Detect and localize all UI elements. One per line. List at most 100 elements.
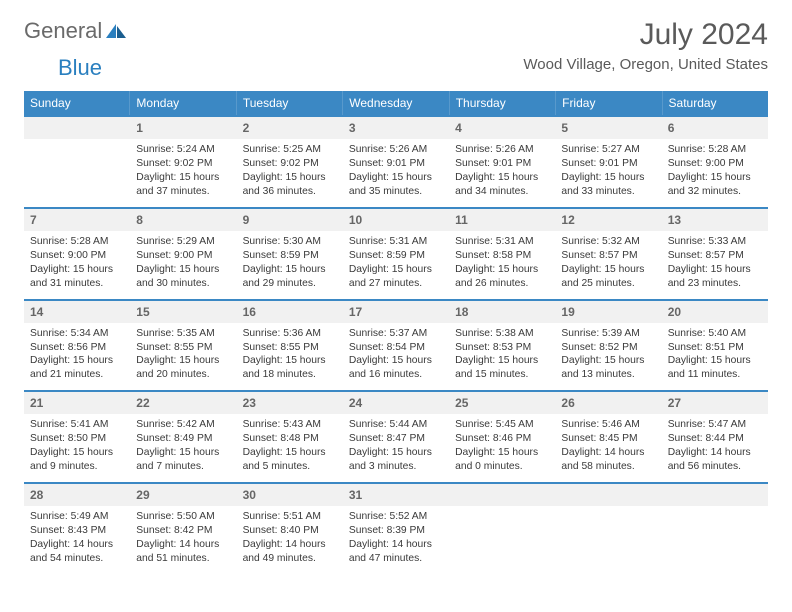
day-number (449, 482, 555, 506)
day-content: Sunrise: 5:46 AMSunset: 8:45 PMDaylight:… (555, 414, 661, 482)
calendar: Sunday Monday Tuesday Wednesday Thursday… (24, 91, 768, 574)
calendar-weeks: 1Sunrise: 5:24 AMSunset: 9:02 PMDaylight… (24, 115, 768, 574)
sunset-line: Sunset: 8:51 PM (668, 341, 762, 355)
calendar-day: 30Sunrise: 5:51 AMSunset: 8:40 PMDayligh… (237, 482, 343, 574)
calendar-day: 25Sunrise: 5:45 AMSunset: 8:46 PMDayligh… (449, 390, 555, 482)
calendar-day: 18Sunrise: 5:38 AMSunset: 8:53 PMDayligh… (449, 299, 555, 391)
daylight-line: Daylight: 15 hours and 16 minutes. (349, 354, 443, 382)
daylight-line: Daylight: 15 hours and 15 minutes. (455, 354, 549, 382)
day-number: 21 (24, 390, 130, 414)
calendar-day: 27Sunrise: 5:47 AMSunset: 8:44 PMDayligh… (662, 390, 768, 482)
day-content: Sunrise: 5:24 AMSunset: 9:02 PMDaylight:… (130, 139, 236, 207)
day-content: Sunrise: 5:45 AMSunset: 8:46 PMDaylight:… (449, 414, 555, 482)
day-number: 1 (130, 115, 236, 139)
day-content: Sunrise: 5:31 AMSunset: 8:58 PMDaylight:… (449, 231, 555, 299)
day-content (449, 506, 555, 518)
day-content: Sunrise: 5:26 AMSunset: 9:01 PMDaylight:… (343, 139, 449, 207)
sunset-line: Sunset: 8:43 PM (30, 524, 124, 538)
day-number: 18 (449, 299, 555, 323)
day-content: Sunrise: 5:49 AMSunset: 8:43 PMDaylight:… (24, 506, 130, 574)
calendar-day: 20Sunrise: 5:40 AMSunset: 8:51 PMDayligh… (662, 299, 768, 391)
day-number: 28 (24, 482, 130, 506)
sunset-line: Sunset: 8:46 PM (455, 432, 549, 446)
calendar-day: 2Sunrise: 5:25 AMSunset: 9:02 PMDaylight… (237, 115, 343, 207)
logo-sail-icon (104, 22, 128, 40)
dow-wednesday: Wednesday (343, 91, 449, 115)
daylight-line: Daylight: 15 hours and 26 minutes. (455, 263, 549, 291)
day-content: Sunrise: 5:35 AMSunset: 8:55 PMDaylight:… (130, 323, 236, 391)
sunrise-line: Sunrise: 5:37 AM (349, 327, 443, 341)
day-content: Sunrise: 5:33 AMSunset: 8:57 PMDaylight:… (662, 231, 768, 299)
day-number: 9 (237, 207, 343, 231)
sunset-line: Sunset: 8:56 PM (30, 341, 124, 355)
day-number: 10 (343, 207, 449, 231)
sunrise-line: Sunrise: 5:25 AM (243, 143, 337, 157)
logo-text-general: General (24, 18, 102, 44)
dow-thursday: Thursday (450, 91, 556, 115)
sunrise-line: Sunrise: 5:44 AM (349, 418, 443, 432)
sunrise-line: Sunrise: 5:38 AM (455, 327, 549, 341)
daylight-line: Daylight: 15 hours and 32 minutes. (668, 171, 762, 199)
day-content: Sunrise: 5:38 AMSunset: 8:53 PMDaylight:… (449, 323, 555, 391)
sunrise-line: Sunrise: 5:43 AM (243, 418, 337, 432)
calendar-day: 12Sunrise: 5:32 AMSunset: 8:57 PMDayligh… (555, 207, 661, 299)
sunrise-line: Sunrise: 5:49 AM (30, 510, 124, 524)
calendar-day: 6Sunrise: 5:28 AMSunset: 9:00 PMDaylight… (662, 115, 768, 207)
daylight-line: Daylight: 15 hours and 21 minutes. (30, 354, 124, 382)
day-number: 24 (343, 390, 449, 414)
sunrise-line: Sunrise: 5:26 AM (349, 143, 443, 157)
calendar-day: 9Sunrise: 5:30 AMSunset: 8:59 PMDaylight… (237, 207, 343, 299)
day-content: Sunrise: 5:25 AMSunset: 9:02 PMDaylight:… (237, 139, 343, 207)
sunrise-line: Sunrise: 5:52 AM (349, 510, 443, 524)
day-content (662, 506, 768, 518)
daylight-line: Daylight: 15 hours and 35 minutes. (349, 171, 443, 199)
daylight-line: Daylight: 15 hours and 33 minutes. (561, 171, 655, 199)
sunset-line: Sunset: 8:57 PM (561, 249, 655, 263)
sunset-line: Sunset: 9:01 PM (349, 157, 443, 171)
calendar-week: 7Sunrise: 5:28 AMSunset: 9:00 PMDaylight… (24, 207, 768, 299)
day-number: 17 (343, 299, 449, 323)
daylight-line: Daylight: 15 hours and 13 minutes. (561, 354, 655, 382)
daylight-line: Daylight: 15 hours and 23 minutes. (668, 263, 762, 291)
daylight-line: Daylight: 14 hours and 56 minutes. (668, 446, 762, 474)
calendar-day: 13Sunrise: 5:33 AMSunset: 8:57 PMDayligh… (662, 207, 768, 299)
day-content: Sunrise: 5:50 AMSunset: 8:42 PMDaylight:… (130, 506, 236, 574)
sunset-line: Sunset: 8:40 PM (243, 524, 337, 538)
daylight-line: Daylight: 15 hours and 25 minutes. (561, 263, 655, 291)
day-content: Sunrise: 5:36 AMSunset: 8:55 PMDaylight:… (237, 323, 343, 391)
day-content: Sunrise: 5:31 AMSunset: 8:59 PMDaylight:… (343, 231, 449, 299)
day-number (662, 482, 768, 506)
logo-text-blue: Blue (58, 55, 102, 80)
calendar-day: 17Sunrise: 5:37 AMSunset: 8:54 PMDayligh… (343, 299, 449, 391)
daylight-line: Daylight: 15 hours and 11 minutes. (668, 354, 762, 382)
daylight-line: Daylight: 15 hours and 3 minutes. (349, 446, 443, 474)
sunrise-line: Sunrise: 5:24 AM (136, 143, 230, 157)
daylight-line: Daylight: 15 hours and 31 minutes. (30, 263, 124, 291)
day-number: 31 (343, 482, 449, 506)
daylight-line: Daylight: 15 hours and 5 minutes. (243, 446, 337, 474)
day-number: 2 (237, 115, 343, 139)
sunset-line: Sunset: 8:49 PM (136, 432, 230, 446)
calendar-day: 3Sunrise: 5:26 AMSunset: 9:01 PMDaylight… (343, 115, 449, 207)
day-number: 16 (237, 299, 343, 323)
sunrise-line: Sunrise: 5:40 AM (668, 327, 762, 341)
sunset-line: Sunset: 8:58 PM (455, 249, 549, 263)
sunset-line: Sunset: 8:45 PM (561, 432, 655, 446)
day-number: 29 (130, 482, 236, 506)
sunrise-line: Sunrise: 5:35 AM (136, 327, 230, 341)
daylight-line: Daylight: 15 hours and 27 minutes. (349, 263, 443, 291)
sunset-line: Sunset: 8:59 PM (349, 249, 443, 263)
calendar-day: 16Sunrise: 5:36 AMSunset: 8:55 PMDayligh… (237, 299, 343, 391)
daylight-line: Daylight: 15 hours and 29 minutes. (243, 263, 337, 291)
sunset-line: Sunset: 8:54 PM (349, 341, 443, 355)
dow-sunday: Sunday (24, 91, 130, 115)
calendar-day: 14Sunrise: 5:34 AMSunset: 8:56 PMDayligh… (24, 299, 130, 391)
day-content: Sunrise: 5:42 AMSunset: 8:49 PMDaylight:… (130, 414, 236, 482)
sunset-line: Sunset: 8:42 PM (136, 524, 230, 538)
sunrise-line: Sunrise: 5:46 AM (561, 418, 655, 432)
daylight-line: Daylight: 15 hours and 18 minutes. (243, 354, 337, 382)
day-content: Sunrise: 5:28 AMSunset: 9:00 PMDaylight:… (24, 231, 130, 299)
sunset-line: Sunset: 8:44 PM (668, 432, 762, 446)
sunrise-line: Sunrise: 5:33 AM (668, 235, 762, 249)
day-content: Sunrise: 5:37 AMSunset: 8:54 PMDaylight:… (343, 323, 449, 391)
